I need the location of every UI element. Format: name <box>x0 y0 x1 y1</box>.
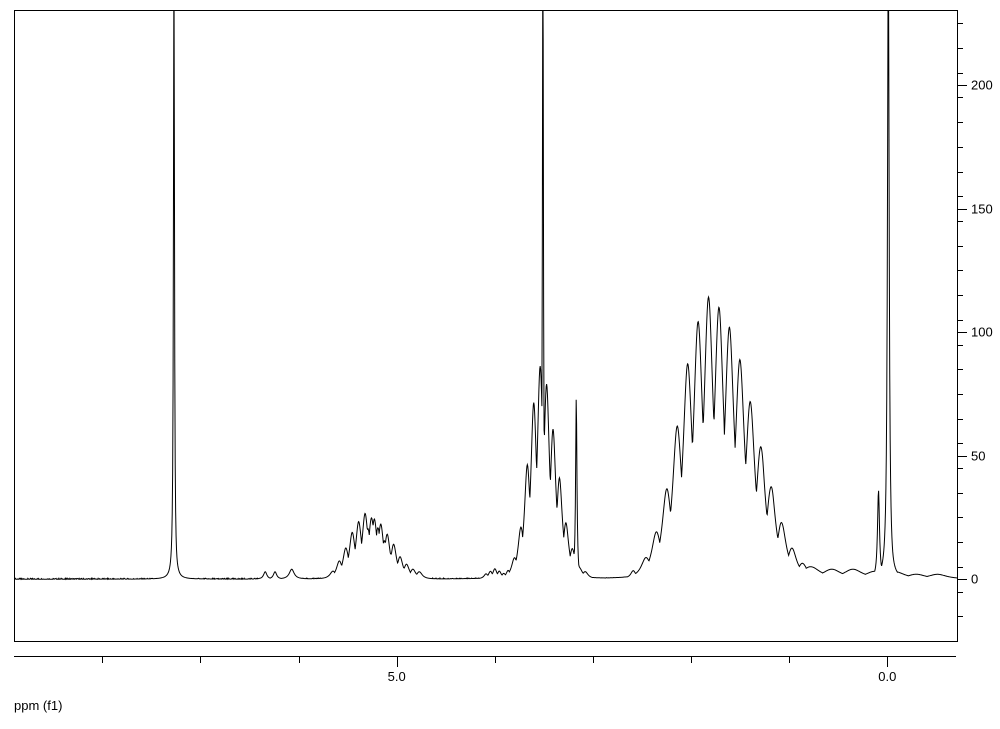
y-tick-mark <box>957 332 967 333</box>
y-minor-tick <box>957 592 963 593</box>
y-tick-label: 150 <box>971 201 993 216</box>
y-minor-tick <box>957 147 963 148</box>
x-axis-label: ppm (f1) <box>14 698 62 713</box>
y-minor-tick <box>957 345 963 346</box>
y-minor-tick <box>957 616 963 617</box>
x-minor-tick <box>789 657 790 663</box>
y-minor-tick <box>957 369 963 370</box>
x-minor-tick <box>200 657 201 663</box>
x-major-tick <box>397 657 398 667</box>
x-minor-tick <box>495 657 496 663</box>
x-minor-tick <box>102 657 103 663</box>
y-minor-tick <box>957 246 963 247</box>
chart-container: { "chart": { "type": "spectrum-line", "w… <box>0 0 1000 729</box>
y-minor-tick <box>957 172 963 173</box>
y-minor-tick <box>957 542 963 543</box>
y-tick-mark <box>957 85 967 86</box>
nmr-plot-area: 050100150200 <box>14 10 958 642</box>
y-minor-tick <box>957 221 963 222</box>
y-minor-tick <box>957 394 963 395</box>
y-minor-tick <box>957 48 963 49</box>
y-tick-label: 0 <box>971 572 978 587</box>
y-minor-tick <box>957 567 963 568</box>
x-minor-tick <box>691 657 692 663</box>
y-tick-mark <box>957 579 967 580</box>
y-tick-mark <box>957 456 967 457</box>
y-tick-label: 50 <box>971 448 985 463</box>
y-tick-label: 100 <box>971 325 993 340</box>
x-axis-ruler: 5.00.0 <box>14 656 956 675</box>
y-minor-tick <box>957 295 963 296</box>
y-minor-tick <box>957 23 963 24</box>
y-tick-mark <box>957 209 967 210</box>
y-minor-tick <box>957 270 963 271</box>
y-minor-tick <box>957 122 963 123</box>
y-minor-tick <box>957 196 963 197</box>
x-minor-tick <box>299 657 300 663</box>
x-major-tick <box>887 657 888 667</box>
y-minor-tick <box>957 320 963 321</box>
x-minor-tick <box>593 657 594 663</box>
x-tick-label: 5.0 <box>388 669 406 684</box>
y-minor-tick <box>957 517 963 518</box>
y-minor-tick <box>957 493 963 494</box>
y-minor-tick <box>957 468 963 469</box>
y-minor-tick <box>957 73 963 74</box>
y-tick-label: 200 <box>971 78 993 93</box>
y-minor-tick <box>957 97 963 98</box>
y-minor-tick <box>957 443 963 444</box>
spectrum-path <box>15 11 957 579</box>
spectrum-line <box>15 11 957 641</box>
x-tick-label: 0.0 <box>878 669 896 684</box>
y-minor-tick <box>957 419 963 420</box>
